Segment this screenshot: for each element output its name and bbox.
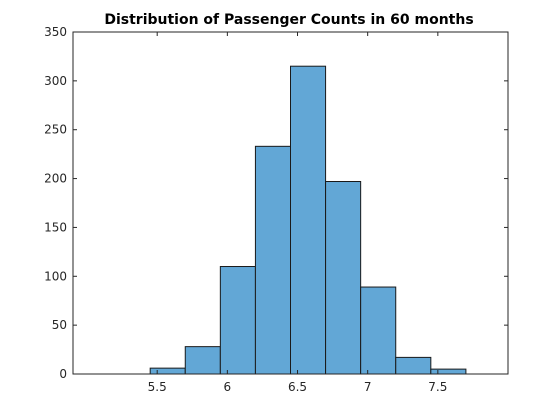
histogram-bar [290, 65, 327, 375]
x-tick-label: 7.5 [428, 380, 447, 394]
y-tick-label: 150 [44, 220, 67, 234]
x-axis: 5.5 6 6.5 7 7.5 [148, 32, 447, 394]
x-tick-label: 6 [224, 380, 232, 394]
histogram-bar [325, 181, 362, 375]
plot-area-frame [72, 31, 509, 375]
y-axis: 0 50 100 150 200 250 300 350 [44, 25, 508, 381]
histogram-bar [395, 356, 432, 375]
x-tick-label: 7 [364, 380, 372, 394]
x-tick-label: 6.5 [288, 380, 307, 394]
y-tick-label: 350 [44, 25, 67, 39]
y-tick-label: 100 [44, 269, 67, 283]
y-tick-label: 200 [44, 172, 67, 186]
bars-group [149, 65, 467, 375]
chart-title: Distribution of Passenger Counts in 60 m… [104, 12, 473, 28]
histogram-bar [219, 266, 256, 375]
y-tick-label: 50 [52, 318, 67, 332]
x-tick-label: 5.5 [148, 380, 167, 394]
histogram-bar [254, 145, 292, 375]
histogram-bar [184, 346, 221, 375]
y-tick-label: 250 [44, 123, 67, 137]
y-tick-label: 0 [59, 367, 67, 381]
histogram-bar [360, 286, 397, 375]
y-tick-label: 300 [44, 74, 67, 88]
histogram-bar [149, 367, 186, 375]
histogram-bar [430, 368, 467, 375]
